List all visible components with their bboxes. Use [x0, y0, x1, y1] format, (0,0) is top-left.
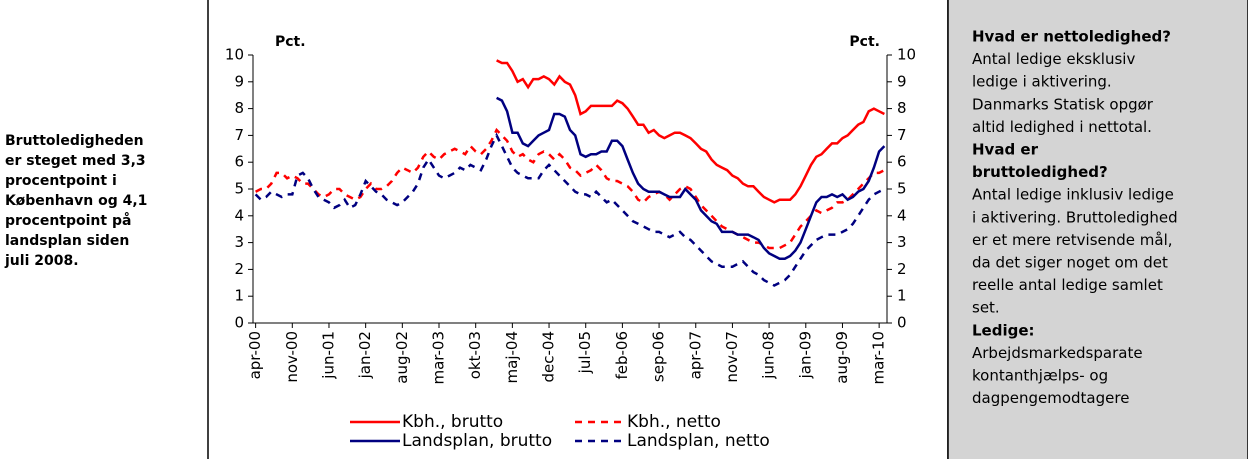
y2-tick-label: 0: [897, 314, 907, 332]
x-tick-label: sep-06: [650, 331, 668, 382]
info-line: Antal ledige inklusiv ledige: [972, 186, 1174, 204]
info-line: kontanthjælps- og: [972, 367, 1108, 385]
x-tick-label: maj-04: [503, 331, 521, 383]
chart-frame: [207, 0, 949, 459]
y-tick-label: 2: [234, 260, 244, 278]
y-tick-label: 3: [234, 233, 244, 251]
y2-tick-label: 8: [897, 99, 907, 117]
y2-tick-label: 2: [897, 260, 907, 278]
info-line: ledige i aktivering.: [972, 73, 1112, 91]
note-line: København og 4,1: [5, 193, 147, 209]
y-tick-label: 5: [234, 180, 244, 198]
info-line: Hvad er nettoledighed?: [972, 28, 1171, 46]
y-tick-label: 6: [234, 153, 244, 171]
info-panel: [947, 0, 1248, 459]
note-line: procentpoint på: [5, 212, 131, 229]
note-line: er steget med 3,3: [5, 153, 146, 169]
y2-tick-label: 9: [897, 72, 907, 90]
info-line: Hvad er: [972, 141, 1039, 159]
y2-tick-label: 6: [897, 153, 907, 171]
y2-tick-label: 4: [897, 206, 907, 224]
info-line: Arbejdsmarkedsparate: [972, 344, 1143, 362]
y2-tick-label: 5: [897, 180, 907, 198]
x-tick-label: apr-00: [246, 331, 264, 379]
info-line: altid ledighed i nettotal.: [972, 118, 1152, 136]
x-tick-label: mar-10: [870, 331, 888, 385]
info-line: da det siger noget om det: [972, 254, 1168, 272]
series-line: [496, 96, 886, 260]
y-tick-label: 10: [225, 46, 244, 64]
y-tick-label: 0: [234, 314, 244, 332]
x-tick-label: dec-04: [540, 331, 558, 383]
y2-axis-label: Pct.: [849, 34, 880, 50]
y-tick-label: 9: [234, 72, 244, 90]
x-tick-label: apr-07: [686, 331, 704, 379]
x-tick-label: jan-02: [356, 331, 374, 379]
note-line: Bruttoledigheden: [5, 133, 144, 149]
y2-tick-label: 10: [897, 46, 916, 64]
legend-label: Kbh., brutto: [402, 412, 503, 432]
y2-tick-label: 1: [897, 287, 907, 305]
x-tick-label: nov-00: [283, 331, 301, 383]
series-line: [496, 59, 885, 204]
y2-tick-label: 7: [897, 126, 907, 144]
x-tick-label: jun-01: [319, 331, 337, 380]
y-tick-label: 7: [234, 126, 244, 144]
x-tick-label: okt-03: [466, 331, 484, 379]
series-line: [255, 127, 885, 250]
y-axis-label: Pct.: [275, 34, 306, 50]
info-line: er et mere retvisende mål,: [972, 231, 1173, 249]
info-line: dagpengemodtagere: [972, 389, 1129, 407]
note-line: procentpoint i: [5, 173, 117, 189]
x-tick-label: feb-06: [613, 331, 631, 380]
info-line: bruttoledighed?: [972, 163, 1108, 181]
note-line: landsplan siden: [5, 233, 129, 249]
info-line: Ledige:: [972, 321, 1035, 339]
legend-label: Kbh., netto: [627, 412, 721, 432]
info-line: Antal ledige eksklusiv: [972, 50, 1135, 68]
info-line: reelle antal ledige samlet: [972, 276, 1163, 294]
y-tick-label: 8: [234, 99, 244, 117]
x-tick-label: jan-09: [796, 331, 814, 379]
x-tick-label: aug-02: [393, 331, 411, 384]
y-tick-label: 1: [234, 287, 244, 305]
x-tick-label: aug-09: [833, 331, 851, 384]
x-tick-label: mar-03: [430, 331, 448, 385]
info-line: Danmarks Statisk opgør: [972, 95, 1154, 113]
series-line: [254, 132, 885, 287]
note-line: juli 2008.: [4, 253, 79, 269]
y-tick-label: 4: [234, 206, 244, 224]
x-tick-label: nov-07: [723, 331, 741, 383]
info-line: set.: [972, 299, 1000, 317]
legend-label: Landsplan, netto: [627, 431, 770, 451]
info-line: i aktivering. Bruttoledighed: [972, 208, 1178, 226]
y2-tick-label: 3: [897, 233, 907, 251]
x-tick-label: jul-05: [576, 331, 594, 374]
x-tick-label: jun-08: [760, 331, 778, 380]
legend-label: Landsplan, brutto: [402, 431, 552, 451]
